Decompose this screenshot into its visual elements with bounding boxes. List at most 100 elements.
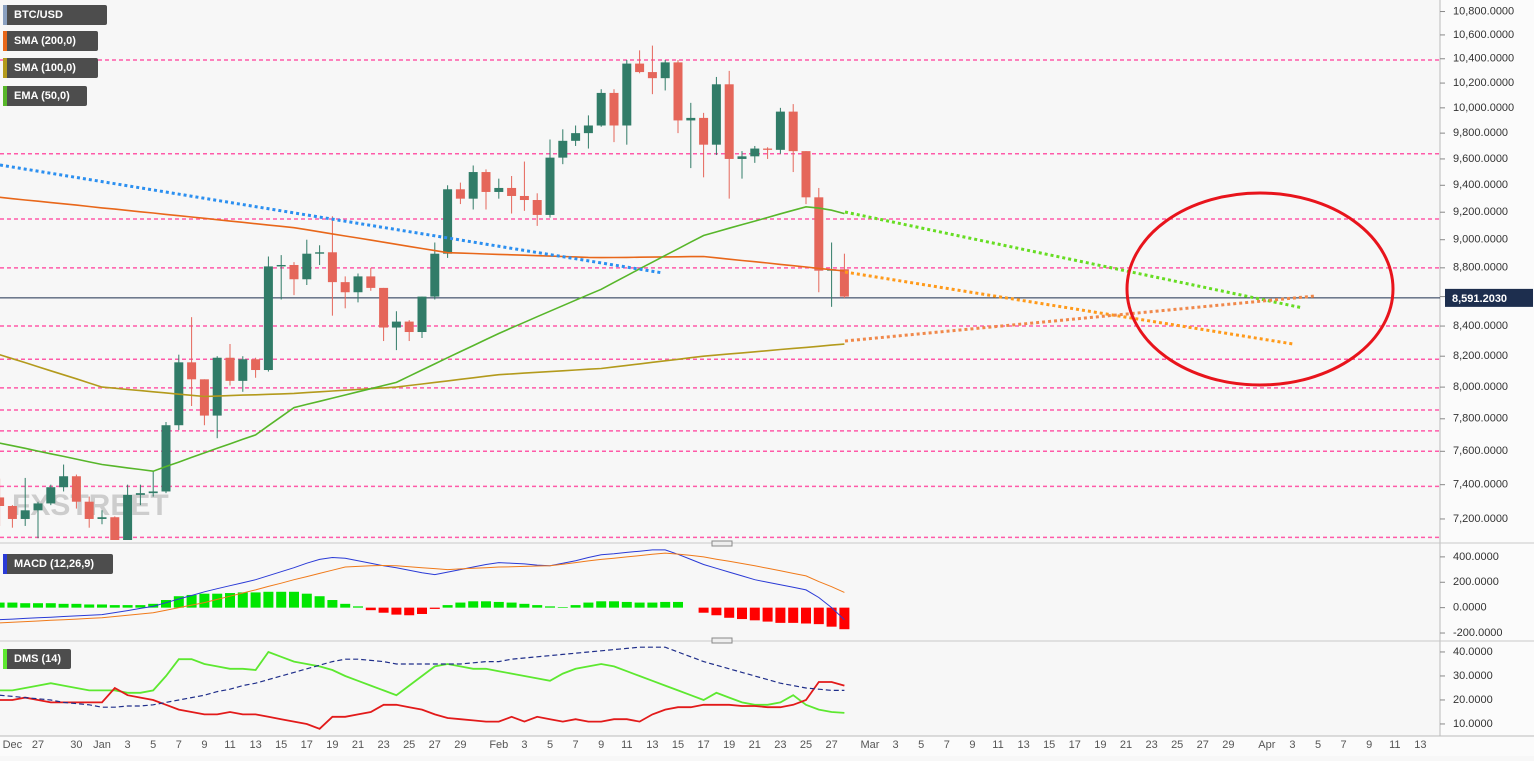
histogram-bar: [455, 602, 466, 608]
panel-handle[interactable]: [711, 540, 733, 547]
candle-body: [187, 362, 197, 380]
histogram-bar: [481, 601, 491, 608]
x-tick-label: 30: [70, 739, 82, 751]
x-tick-label: 5: [1315, 739, 1321, 751]
histogram-bar: [263, 591, 274, 608]
histogram-bar: [289, 591, 299, 608]
x-tick-label: 3: [1289, 739, 1295, 751]
histogram-bar: [660, 601, 671, 608]
candle-body: [199, 379, 209, 416]
histogram-bar: [557, 607, 568, 608]
y-tick-label: 7,600.0000: [1453, 445, 1508, 457]
x-tick-label: 27: [1197, 739, 1209, 751]
histogram-bar: [186, 594, 197, 608]
panel-label[interactable]: DMS (14): [3, 649, 71, 669]
x-tick-label: 7: [944, 739, 950, 751]
x-tick-label: 3: [521, 739, 527, 751]
x-tick-label: 27: [32, 739, 44, 751]
histogram-bar: [404, 607, 415, 616]
y-tick-label: 10.0000: [1453, 718, 1493, 730]
legend: BTC/USD SMA (200,0) SMA (100,0) EMA (50,…: [3, 5, 113, 669]
histogram-bar: [378, 607, 389, 613]
x-tick-label: 13: [646, 739, 658, 751]
y-tick-label: 400.0000: [1453, 551, 1499, 563]
histogram-bar: [826, 607, 837, 627]
y-tick-label: 9,200.0000: [1453, 206, 1508, 218]
panel-handle[interactable]: [711, 637, 733, 644]
y-tick-label: 10,000.0000: [1453, 102, 1514, 114]
candle-body: [71, 476, 81, 502]
legend-item[interactable]: BTC/USD: [3, 5, 107, 25]
candle-body: [302, 253, 312, 280]
series-line: [0, 646, 845, 708]
histogram-bar: [237, 592, 248, 608]
x-tick-label: 15: [275, 739, 287, 751]
y-tick-label: 8,800.0000: [1453, 262, 1508, 274]
histogram-bar: [212, 593, 223, 608]
candle-body: [583, 125, 593, 134]
histogram-bar: [634, 602, 645, 608]
legend-item[interactable]: SMA (200,0): [3, 31, 98, 51]
trend-lines: [0, 163, 1395, 387]
histogram-bar: [199, 593, 210, 608]
histogram-bar: [122, 605, 133, 608]
histogram-bar: [7, 602, 18, 608]
legend-item[interactable]: SMA (100,0): [3, 58, 98, 78]
y-tick-label: -200.0000: [1453, 627, 1503, 639]
x-tick-label: 5: [918, 739, 924, 751]
x-tick-label: 15: [672, 739, 684, 751]
legend-label: SMA (200,0): [14, 35, 76, 47]
candle-body: [711, 84, 721, 145]
candle-body: [635, 63, 645, 73]
y-tick-label: 8,400.0000: [1453, 320, 1508, 332]
histogram-bar: [391, 607, 402, 615]
histogram-bar: [0, 602, 5, 608]
candle-body: [327, 252, 337, 283]
candle-body: [430, 253, 440, 297]
y-tick-label: 10,200.0000: [1453, 77, 1514, 89]
y-tick-label: 20.0000: [1453, 694, 1493, 706]
highlight-ellipse: [1125, 191, 1395, 387]
candle-body: [788, 111, 798, 152]
candle-body: [519, 195, 529, 201]
histogram-bar: [724, 607, 735, 618]
x-tick-label: 5: [547, 739, 553, 751]
y-tick-label: 9,400.0000: [1453, 179, 1508, 191]
histogram-bar: [813, 607, 824, 625]
x-tick-label: 23: [377, 739, 389, 751]
y-tick-label: 9,600.0000: [1453, 153, 1508, 165]
candle-body: [622, 63, 632, 126]
candle-body: [340, 282, 350, 293]
legend-item[interactable]: EMA (50,0): [3, 86, 87, 106]
candle-body: [481, 172, 491, 192]
x-tick-label: 9: [969, 739, 975, 751]
histogram-bar: [250, 592, 261, 608]
candle-body: [212, 357, 222, 416]
x-axis-background: [0, 736, 1440, 756]
x-tick-label: 13: [249, 739, 261, 751]
y-tick-label: 7,400.0000: [1453, 479, 1508, 491]
histogram-bar: [801, 607, 811, 624]
y-tick-label: 40.0000: [1453, 646, 1493, 658]
y-tick-label: 7,800.0000: [1453, 413, 1508, 425]
trend-line: [0, 163, 664, 275]
y-tick-label: 8,200.0000: [1453, 350, 1508, 362]
x-tick-label: 27: [429, 739, 441, 751]
x-tick-label: 19: [1094, 739, 1106, 751]
candle-body: [609, 92, 619, 126]
x-tick-label: 19: [326, 739, 338, 751]
histogram-bar: [839, 607, 850, 630]
candle-body: [468, 172, 478, 199]
y-tick-label: 10,600.0000: [1453, 29, 1514, 41]
macd-panel: [0, 549, 850, 630]
panel-label[interactable]: MACD (12,26,9): [3, 554, 113, 574]
x-tick-label: 17: [697, 739, 709, 751]
candle-body: [814, 197, 824, 271]
histogram-bar: [570, 605, 581, 608]
candle-body: [289, 264, 299, 280]
histogram-bar: [749, 607, 760, 621]
y-tick-label: 30.0000: [1453, 670, 1493, 682]
candle-body: [660, 62, 670, 79]
candle-body: [276, 264, 286, 267]
series-line: [0, 196, 845, 272]
